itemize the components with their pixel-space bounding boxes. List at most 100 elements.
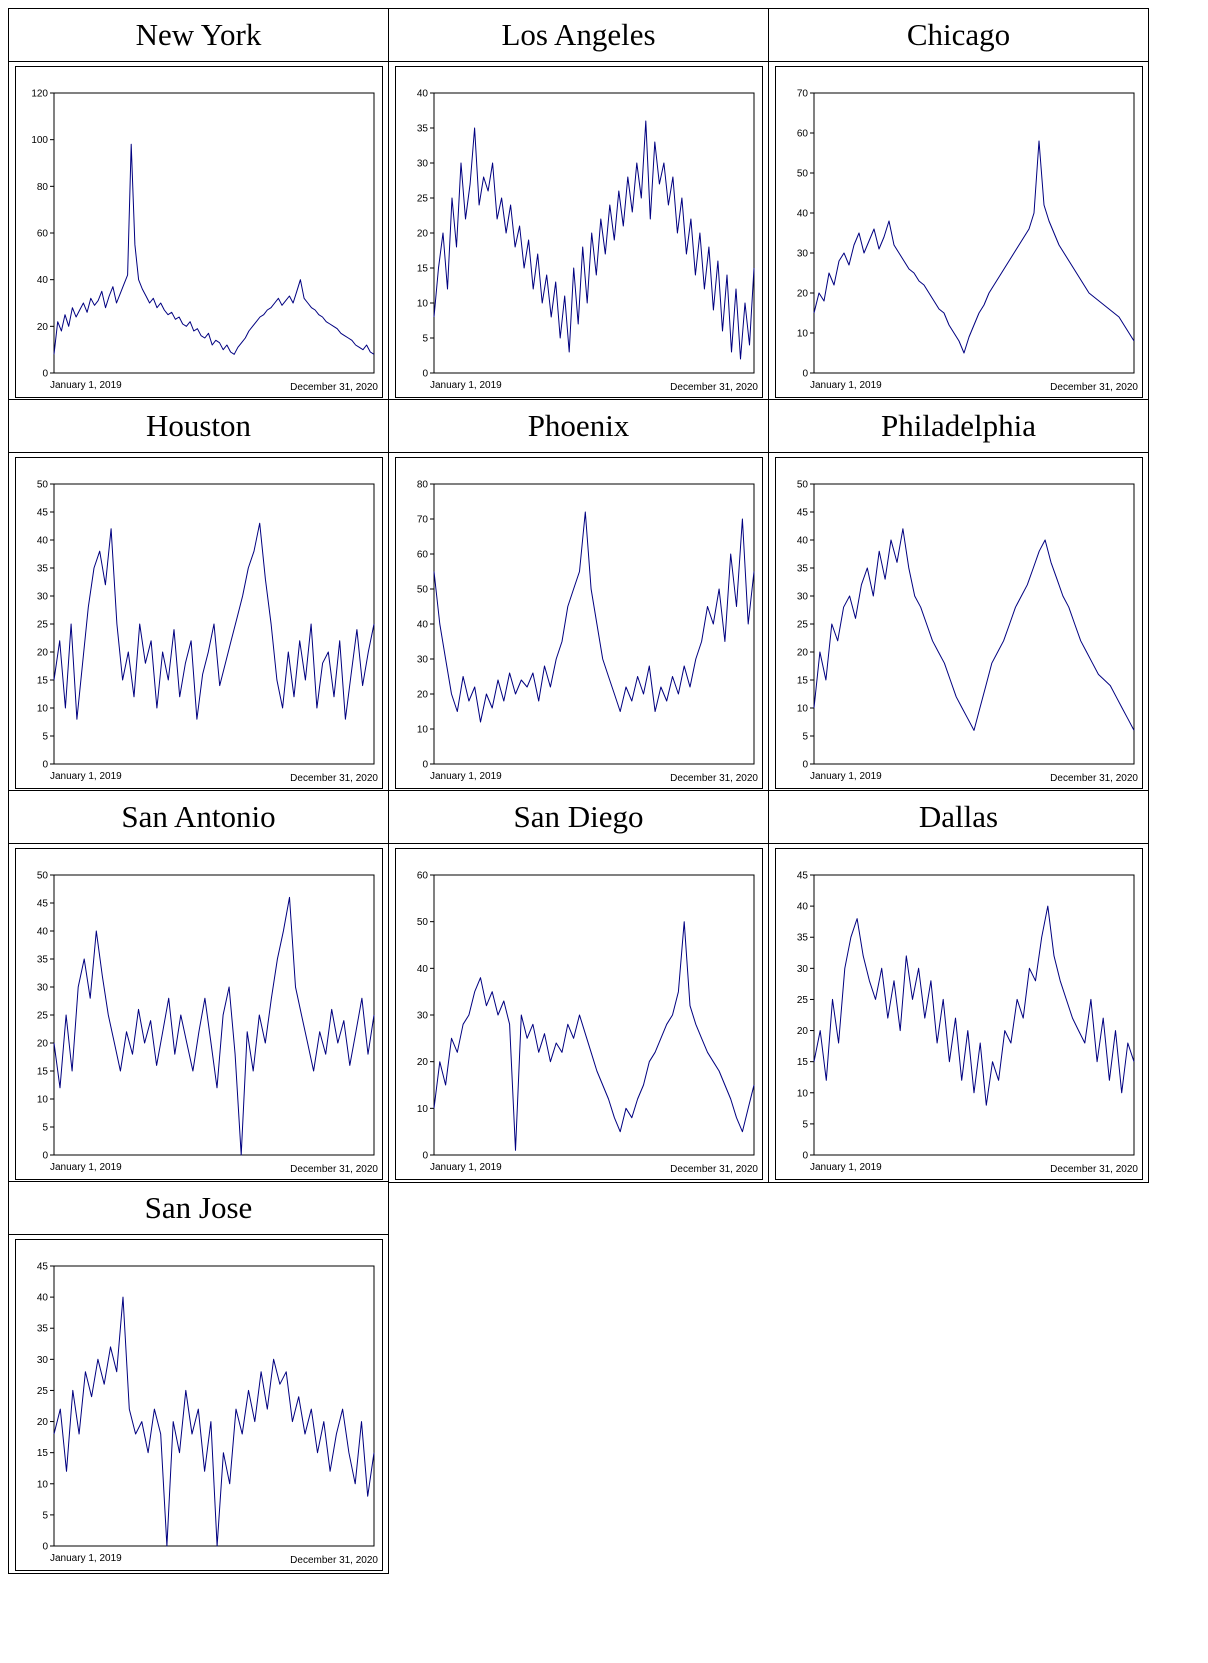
y-tick-label: 60 (37, 229, 49, 240)
y-tick-label: 40 (417, 89, 429, 100)
y-tick-label: 0 (422, 760, 428, 771)
y-tick-label: 25 (37, 1386, 49, 1397)
chart-title: San Jose (8, 1181, 389, 1235)
line-chart: 0 5 10 15 20 25 30 35 40 45 January 1, 2019 Decembe… (37, 1262, 379, 1567)
y-tick-label: 35 (37, 1324, 49, 1335)
chart-area: 0 5 10 15 20 25 30 35 40 45 50 January 1, 2019 Decem… (15, 848, 383, 1180)
y-tick-label: 50 (417, 585, 429, 596)
y-tick-label: 40 (797, 536, 809, 547)
y-tick-label: 0 (42, 1542, 48, 1553)
chart-area: 0 5 10 15 20 25 30 35 40 January 1, 2019 December … (395, 66, 763, 398)
x-end-label: December 31, 2020 (290, 773, 378, 784)
chart-plot-frame: 0 5 10 15 20 25 30 35 40 45 50 January 1, 2019 Decem… (8, 452, 389, 792)
y-tick-label: 15 (37, 1067, 49, 1078)
plot-box (433, 483, 755, 765)
chart-title: Phoenix (388, 399, 769, 453)
series-line (433, 120, 755, 360)
plot-box (433, 874, 755, 1156)
line-chart: 0 10 20 30 40 50 60 70 80 January 1, 2019 December… (417, 480, 759, 785)
y-tick-label: 30 (417, 159, 429, 170)
y-tick-label: 0 (42, 369, 48, 380)
line-chart: 0 10 20 30 40 50 60 70 January 1, 2019 December 3… (797, 89, 1139, 394)
line-chart: 0 5 10 15 20 25 30 35 40 45 50 January 1, 2019 Decem… (37, 871, 379, 1176)
plot-box (813, 483, 1135, 765)
x-end-label: December 31, 2020 (290, 1555, 378, 1566)
x-start-label: January 1, 2019 (50, 771, 122, 782)
y-tick-label: 45 (797, 871, 809, 882)
y-tick-label: 45 (37, 508, 49, 519)
x-start-label: January 1, 2019 (810, 380, 882, 391)
series-line (813, 528, 1135, 731)
y-tick-label: 35 (417, 124, 429, 135)
series-line (813, 905, 1135, 1106)
chart-area: 0 5 10 15 20 25 30 35 40 45 50 January 1, 2019 Decem… (775, 457, 1143, 789)
chart-title: New York (8, 8, 389, 62)
series-line (53, 143, 375, 355)
y-tick-label: 20 (417, 1057, 429, 1068)
line-chart: 0 5 10 15 20 25 30 35 40 45 50 January 1, 2019 Decem… (797, 480, 1139, 785)
x-end-label: December 31, 2020 (1050, 1164, 1138, 1175)
y-tick-label: 0 (42, 760, 48, 771)
x-end-label: December 31, 2020 (670, 382, 758, 393)
line-chart: 0 5 10 15 20 25 30 35 40 January 1, 2019 December … (417, 89, 759, 394)
plot-box (53, 92, 375, 374)
plot-box (53, 1265, 375, 1547)
x-start-label: January 1, 2019 (430, 1162, 502, 1173)
y-tick-label: 30 (797, 964, 809, 975)
chart-title: Chicago (768, 8, 1149, 62)
y-tick-label: 120 (31, 89, 48, 100)
series-line (53, 1296, 375, 1547)
chart-plot-frame: 0 10 20 30 40 50 60 70 January 1, 2019 December 3… (768, 61, 1149, 401)
y-tick-label: 40 (37, 1293, 49, 1304)
y-tick-label: 10 (37, 1479, 49, 1490)
chart-plot-frame: 0 5 10 15 20 25 30 35 40 January 1, 2019 December … (388, 61, 769, 401)
y-tick-label: 0 (422, 369, 428, 380)
y-tick-label: 15 (37, 1448, 49, 1459)
y-tick-label: 15 (417, 264, 429, 275)
y-tick-label: 20 (417, 229, 429, 240)
y-tick-label: 70 (417, 515, 429, 526)
y-tick-label: 5 (42, 1510, 48, 1521)
y-tick-label: 20 (797, 1026, 809, 1037)
chart-area: 0 5 10 15 20 25 30 35 40 45 50 January 1, 2019 Decem… (15, 457, 383, 789)
x-end-label: December 31, 2020 (1050, 773, 1138, 784)
y-tick-label: 25 (417, 194, 429, 205)
y-tick-label: 80 (417, 480, 429, 491)
line-chart: 0 10 20 30 40 50 60 January 1, 2019 December 31,… (417, 871, 759, 1176)
plot-box (813, 92, 1135, 374)
chart-title: Dallas (768, 790, 1149, 844)
chart-title: San Antonio (8, 790, 389, 844)
x-start-label: January 1, 2019 (810, 771, 882, 782)
y-tick-label: 25 (37, 620, 49, 631)
y-tick-label: 30 (417, 1011, 429, 1022)
y-tick-label: 30 (417, 655, 429, 666)
line-chart: 0 5 10 15 20 25 30 35 40 45 50 January 1, 2019 Decem… (37, 480, 379, 785)
y-tick-label: 25 (797, 620, 809, 631)
y-tick-label: 15 (797, 1057, 809, 1068)
y-tick-label: 20 (37, 1039, 49, 1050)
y-tick-label: 0 (802, 1151, 808, 1162)
y-tick-label: 30 (37, 983, 49, 994)
y-tick-label: 15 (797, 676, 809, 687)
line-chart: 0 20 40 60 80 100 120 January 1, 2019 December 3… (31, 89, 378, 394)
y-tick-label: 10 (797, 704, 809, 715)
y-tick-label: 30 (797, 249, 809, 260)
y-tick-label: 35 (37, 955, 49, 966)
y-tick-label: 50 (37, 480, 49, 491)
y-tick-label: 20 (417, 690, 429, 701)
chart-plot-frame: 0 10 20 30 40 50 60 January 1, 2019 December 31,… (388, 843, 769, 1183)
y-tick-label: 25 (797, 995, 809, 1006)
chart-plot-frame: 0 20 40 60 80 100 120 January 1, 2019 December 3… (8, 61, 389, 401)
y-tick-label: 45 (797, 508, 809, 519)
chart-plot-frame: 0 5 10 15 20 25 30 35 40 45 50 January 1, 2019 Decem… (768, 452, 1149, 792)
y-tick-label: 15 (37, 676, 49, 687)
y-tick-label: 50 (797, 169, 809, 180)
chart-plot-frame: 0 10 20 30 40 50 60 70 80 January 1, 2019 December… (388, 452, 769, 792)
y-tick-label: 5 (802, 732, 808, 743)
y-tick-label: 35 (797, 564, 809, 575)
x-start-label: January 1, 2019 (810, 1162, 882, 1173)
y-tick-label: 60 (417, 550, 429, 561)
chart-area: 0 10 20 30 40 50 60 January 1, 2019 December 31,… (395, 848, 763, 1180)
y-tick-label: 60 (797, 129, 809, 140)
y-tick-label: 0 (802, 369, 808, 380)
